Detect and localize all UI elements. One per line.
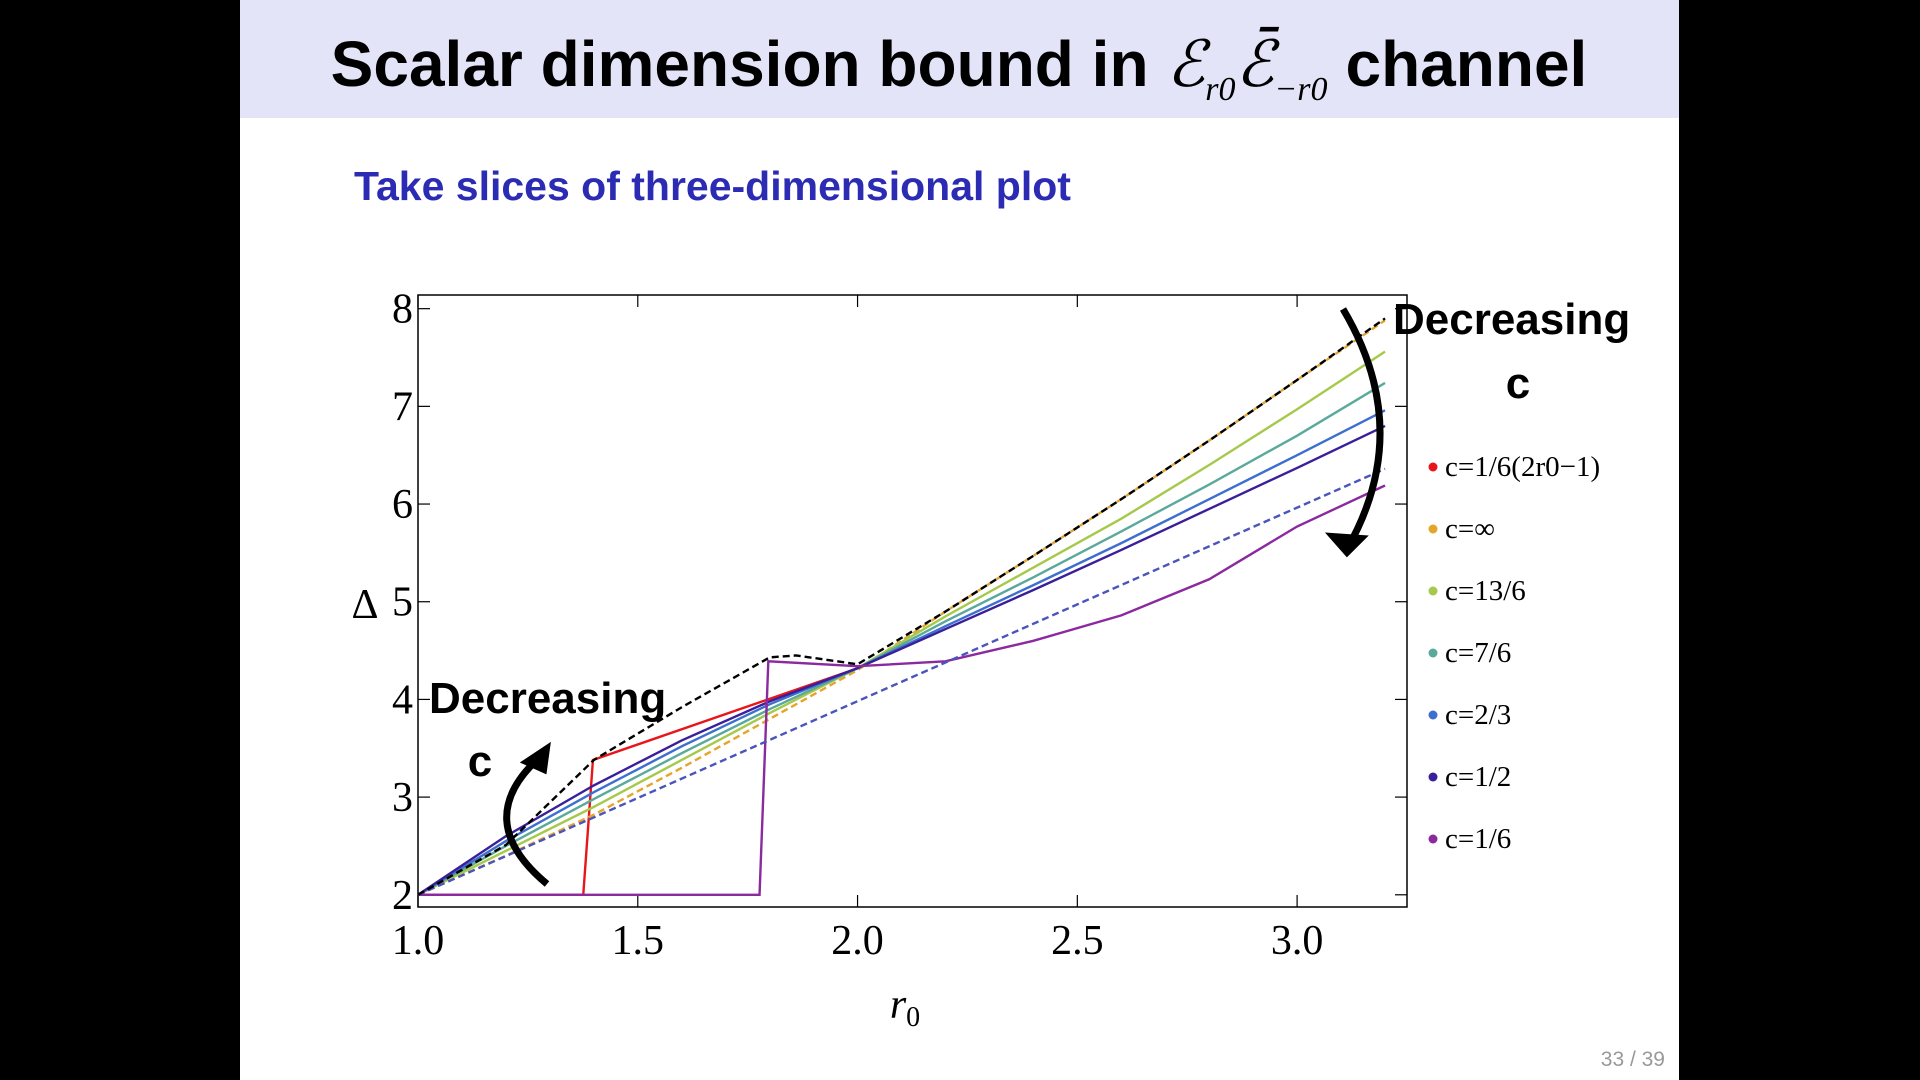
legend-marker <box>1428 772 1438 782</box>
legend-marker <box>1428 710 1438 720</box>
title-math: ℰ <box>1167 29 1212 100</box>
y-tick-label: 5 <box>392 580 413 626</box>
arrow-head <box>519 741 551 775</box>
series-line <box>417 409 1386 896</box>
legend-marker <box>1428 524 1438 534</box>
legend-label: c=1/6 <box>1445 823 1511 855</box>
title-text: channel <box>1345 28 1587 100</box>
title-math-sub: −r0 <box>1274 71 1327 108</box>
series-line <box>417 317 1386 896</box>
series-line <box>417 319 1386 896</box>
y-tick-label: 8 <box>392 287 413 333</box>
subtitle: Take slices of three-dimensional plot <box>354 163 1071 209</box>
x-tick-label: 2.5 <box>1051 918 1104 964</box>
x-axis-label-sub: 0 <box>906 1002 920 1033</box>
legend-label: c=2/3 <box>1445 699 1511 731</box>
legend-marker <box>1428 586 1438 596</box>
legend-marker <box>1428 462 1438 472</box>
x-tick-label: 3.0 <box>1271 918 1324 964</box>
x-axis-label-base: r <box>890 982 907 1028</box>
x-axis-label: r0 <box>890 982 920 1033</box>
series-line <box>418 484 1386 896</box>
slide-background <box>240 0 1679 1080</box>
arrow-head <box>1324 532 1369 558</box>
y-tick-label: 2 <box>392 873 413 919</box>
legend-marker <box>1428 834 1438 844</box>
annotation: c <box>1506 359 1530 408</box>
legend-marker <box>1428 648 1438 658</box>
slide-title: Scalar dimension bound in ℰr0ℰ̄−r0 channel <box>331 26 1588 108</box>
x-tick-label: 1.0 <box>392 918 445 964</box>
y-tick-label: 4 <box>392 677 413 723</box>
title-math: ℰ̄ <box>1236 26 1281 100</box>
title-text: Scalar dimension bound in <box>331 28 1149 100</box>
legend-label: c=∞ <box>1445 513 1495 545</box>
arrow <box>1339 307 1384 551</box>
series-line <box>417 381 1386 896</box>
title-band <box>240 0 1679 118</box>
x-tick-label: 1.5 <box>612 918 665 964</box>
legend-label: c=1/6(2r0−1) <box>1445 451 1600 483</box>
y-tick-label: 6 <box>392 482 413 528</box>
x-tick-label: 2.0 <box>831 918 884 964</box>
legend-label: c=13/6 <box>1445 575 1526 607</box>
series-line <box>417 467 1386 896</box>
page-number: 33 / 39 <box>1601 1048 1665 1071</box>
annotation: Decreasing <box>1393 295 1630 344</box>
series-line <box>417 424 1386 896</box>
legend-label: c=1/2 <box>1445 761 1511 793</box>
plot-frame <box>417 294 1408 908</box>
arrow <box>503 754 550 887</box>
annotation: Decreasing <box>429 674 666 723</box>
title-math-sub: r0 <box>1205 71 1235 108</box>
annotation: c <box>468 737 492 786</box>
legend-label: c=7/6 <box>1445 637 1511 669</box>
y-axis-label: Δ <box>351 582 378 628</box>
y-tick-label: 3 <box>392 775 413 821</box>
y-tick-label: 7 <box>392 384 413 430</box>
chart: 1.0 1.5 2.0 2.5 3.0 2 3 4 5 6 7 8 c=1/6(2r0−1) c=∞ c=1… <box>392 287 1600 964</box>
series-line <box>417 350 1386 896</box>
